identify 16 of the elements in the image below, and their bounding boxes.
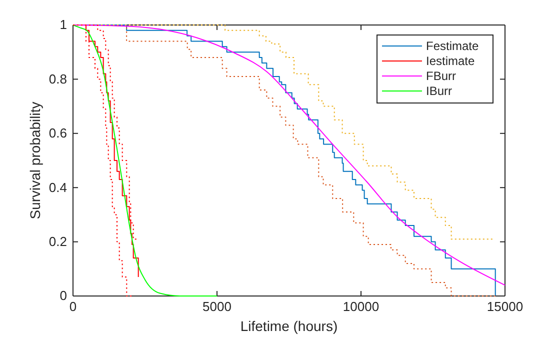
y-tick-label: 0.8 — [48, 71, 67, 86]
y-tick-label: 0.6 — [48, 126, 67, 141]
x-tick-label: 0 — [69, 299, 77, 314]
y-axis-title: Survival probability — [27, 102, 43, 220]
x-axis-title: Lifetime (hours) — [240, 318, 338, 334]
legend-label: IBurr — [426, 84, 452, 98]
legend-label: FBurr — [426, 69, 456, 83]
x-tick-label: 10000 — [342, 299, 380, 314]
y-tick-label: 1 — [60, 17, 67, 32]
x-tick-label: 5000 — [202, 299, 232, 314]
y-tick-label: 0.4 — [48, 180, 67, 195]
legend-label: Festimate — [426, 39, 480, 53]
y-tick-label: 0 — [60, 288, 67, 304]
y-tick-label: 0.2 — [48, 234, 67, 249]
legend-label: Iestimate — [426, 54, 476, 68]
x-tick-label: 15000 — [486, 299, 524, 314]
